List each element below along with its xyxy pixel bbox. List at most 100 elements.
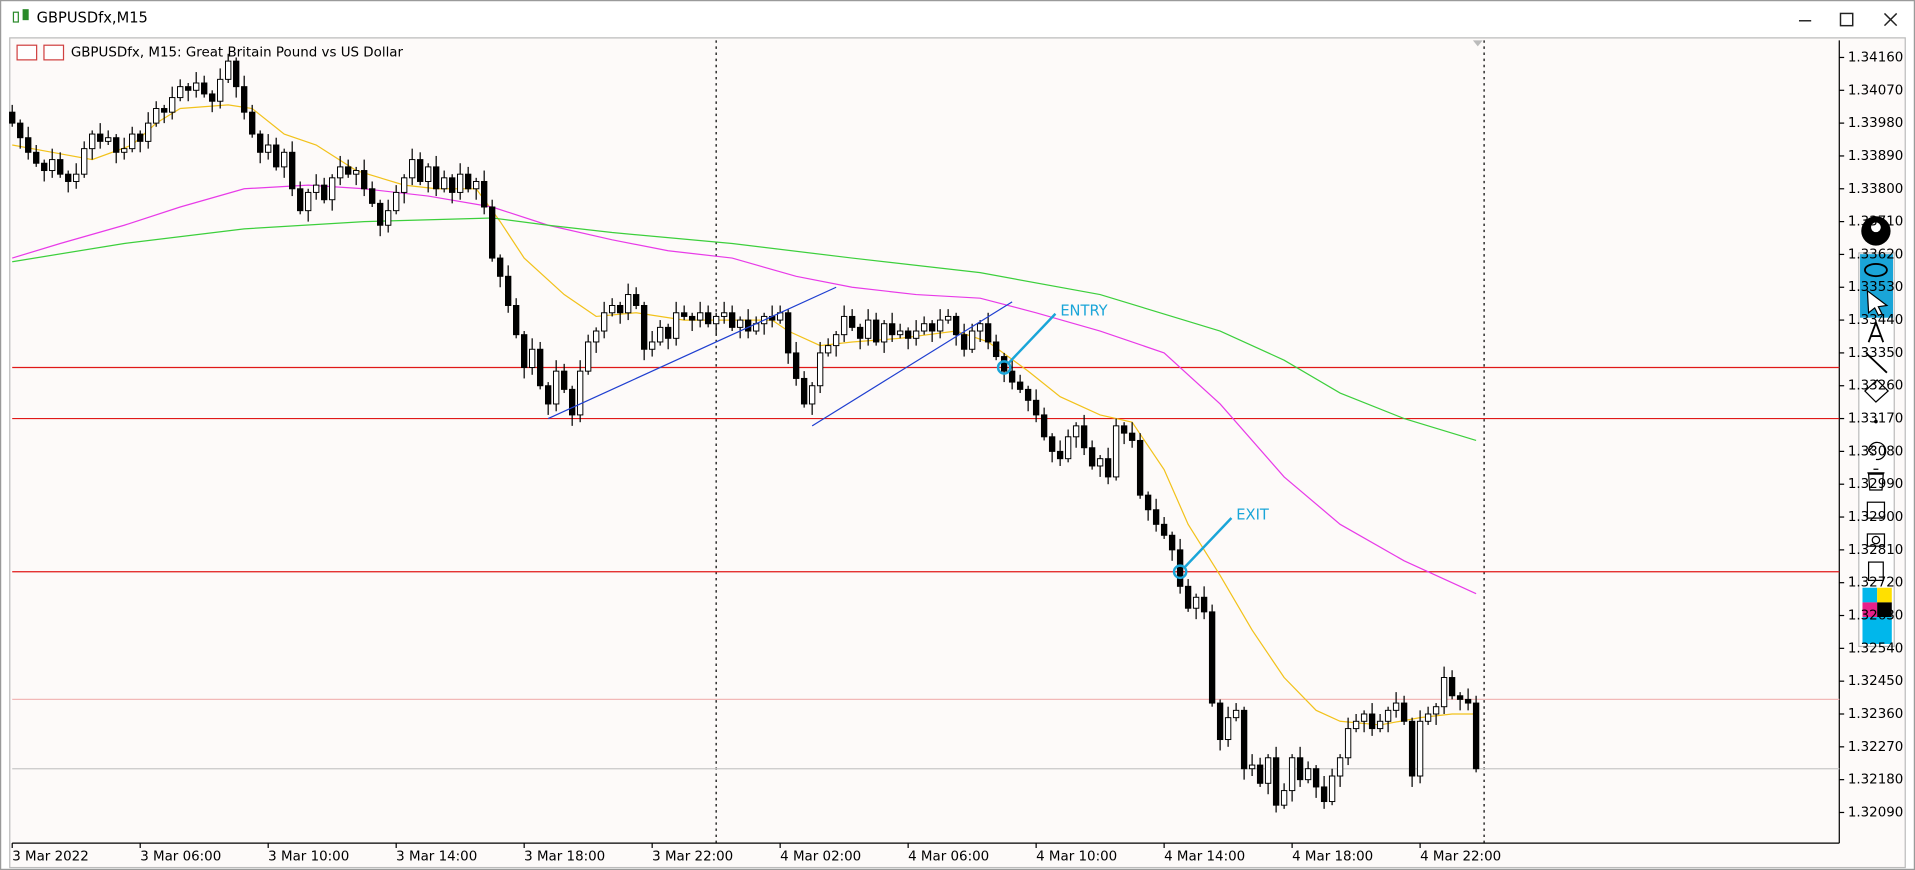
candle-body: [153, 108, 160, 124]
candle-body: [656, 326, 664, 343]
x-tick-label: 4 Mar 14:00: [1164, 850, 1245, 865]
candle-body: [1304, 768, 1312, 781]
tool-delete[interactable]: [1867, 468, 1885, 491]
candle-body: [784, 312, 792, 354]
tool-screenshot[interactable]: [1866, 533, 1886, 547]
x-tick-label: 4 Mar 22:00: [1420, 850, 1501, 865]
tool-line[interactable]: [1865, 352, 1888, 374]
candle-body: [640, 305, 648, 350]
y-tick-label: 1.33530: [1848, 280, 1904, 295]
icon[interactable]: [43, 44, 65, 61]
candle-body: [417, 159, 424, 182]
candle-body: [960, 334, 968, 350]
candle-body: [1160, 523, 1168, 536]
candle-body: [393, 191, 400, 212]
icon[interactable]: [16, 44, 38, 61]
candle-body: [1448, 677, 1456, 697]
candle-body: [976, 323, 984, 332]
candle-body: [1288, 757, 1296, 792]
candle-body: [481, 180, 488, 208]
y-tick-label: 1.32990: [1848, 477, 1904, 492]
tool-dot[interactable]: [1874, 419, 1878, 424]
candle-body: [1216, 702, 1224, 741]
candle-body: [1384, 709, 1392, 722]
candle-body: [712, 315, 720, 325]
candle-body: [952, 315, 960, 336]
tool-undo[interactable]: [1867, 441, 1887, 461]
candle-body: [816, 352, 824, 387]
tool-clipboard[interactable]: [1867, 561, 1884, 582]
candle-body: [920, 323, 928, 332]
candle-body: [385, 210, 392, 226]
moving-average: [12, 217, 1477, 442]
candle-body: [401, 177, 408, 193]
tool-eraser[interactable]: [1864, 379, 1890, 403]
title-icon: [12, 9, 29, 23]
candle-body: [1104, 458, 1112, 478]
window-controls[interactable]: [1798, 12, 1898, 27]
candle-body: [329, 177, 336, 201]
y-tick-label: 1.32720: [1848, 576, 1904, 591]
candle-body: [864, 319, 872, 339]
candle-body: [704, 312, 712, 325]
tool-cursor[interactable]: [1866, 289, 1889, 316]
y-tick-label: 1.33710: [1848, 215, 1904, 230]
tool-text[interactable]: [1867, 319, 1885, 343]
candle-body: [808, 385, 816, 405]
candle-body: [1400, 702, 1408, 722]
tool-eye[interactable]: [1864, 263, 1888, 278]
candle-body: [1000, 356, 1008, 372]
maximize[interactable]: [1839, 12, 1854, 27]
candle-body: [616, 305, 624, 314]
color-swatch[interactable]: [1862, 602, 1878, 618]
y-tick-label: 1.33260: [1848, 379, 1904, 394]
candle-body: [696, 312, 704, 321]
candle-body: [209, 93, 216, 102]
candle-body: [1272, 757, 1280, 806]
candle-body: [872, 319, 880, 343]
candle-body: [265, 144, 272, 153]
candle-body: [497, 257, 504, 277]
y-tick-label: 1.32900: [1848, 510, 1904, 525]
candle-body: [904, 330, 912, 339]
candle-body: [1016, 381, 1024, 390]
x-tick-label: 4 Mar 18:00: [1292, 850, 1373, 865]
candle-body: [441, 177, 448, 190]
y-tick-label: 1.33350: [1848, 346, 1904, 361]
annotation-arrow: [1184, 517, 1233, 568]
tool-template[interactable]: [1866, 501, 1886, 519]
y-tick-label: 1.32450: [1848, 674, 1904, 689]
color-swatch[interactable]: [1862, 587, 1878, 603]
candle-body: [1048, 436, 1056, 452]
candle-body: [1392, 702, 1400, 711]
candle-body: [992, 341, 1000, 358]
x-tick-label: 3 Mar 14:00: [396, 850, 477, 865]
candle-body: [1352, 720, 1360, 730]
annotation-arrow: [1008, 312, 1057, 364]
candle-body: [9, 111, 16, 124]
candle-body: [313, 184, 320, 193]
candle-body: [832, 334, 840, 347]
color-swatch[interactable]: [1862, 617, 1892, 644]
candle-body: [968, 330, 976, 350]
chart-icons[interactable]: [16, 44, 65, 61]
candle-body: [129, 133, 136, 150]
candle-body: [1296, 757, 1304, 781]
color-swatch[interactable]: [1877, 587, 1892, 603]
candle-body: [1088, 447, 1096, 467]
candle-body: [297, 188, 304, 212]
y-tick-label: 1.33890: [1848, 149, 1904, 164]
candle-body: [1176, 549, 1184, 587]
candle-body: [233, 60, 240, 88]
candle-body: [1320, 786, 1328, 803]
x-tick-label: 4 Mar 02:00: [780, 850, 861, 865]
candle-body: [505, 275, 512, 306]
candle-body: [457, 173, 464, 193]
candle-body: [568, 388, 576, 416]
close[interactable]: [1883, 12, 1898, 27]
color-swatch[interactable]: [1877, 602, 1892, 618]
y-tick-label: 1.33170: [1848, 412, 1904, 427]
candle-body: [1416, 720, 1424, 777]
